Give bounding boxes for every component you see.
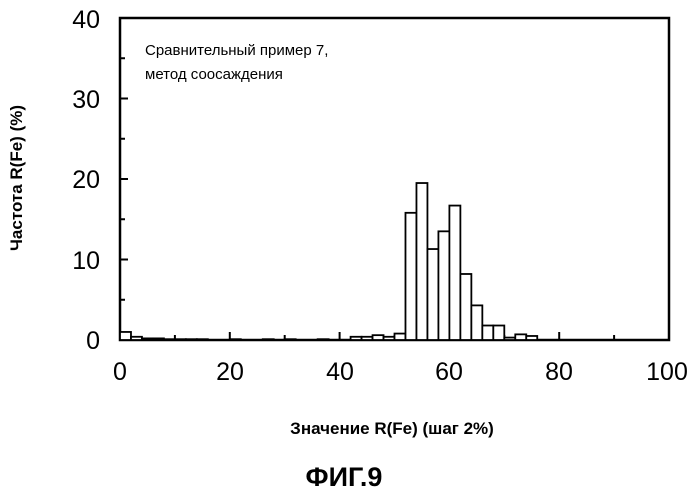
histogram-bar xyxy=(175,339,186,340)
histogram-bar xyxy=(384,337,395,340)
x-tick-label: 20 xyxy=(216,358,244,386)
histogram-bar xyxy=(164,339,175,340)
histogram-bar xyxy=(285,339,296,340)
histogram-bar xyxy=(197,339,208,340)
histogram-bar xyxy=(120,332,131,340)
y-tick-label: 0 xyxy=(86,327,100,355)
histogram-bars xyxy=(120,183,537,340)
y-tick-label: 40 xyxy=(72,6,100,34)
histogram-bar xyxy=(395,334,406,340)
histogram-bar xyxy=(263,339,274,340)
histogram-bar xyxy=(471,305,482,340)
histogram-bar xyxy=(373,335,384,340)
histogram-bar xyxy=(362,337,373,340)
y-tick-label: 30 xyxy=(72,86,100,114)
histogram-chart: 0 10 20 30 40 0 20 40 60 80 100 Сравните… xyxy=(0,0,699,499)
histogram-bar xyxy=(230,339,241,340)
x-tick-label: 40 xyxy=(326,358,354,386)
histogram-bar xyxy=(318,339,329,340)
histogram-bar xyxy=(482,326,493,340)
annotation-line-2: метод соосаждения xyxy=(145,66,283,83)
histogram-bar xyxy=(504,338,515,340)
x-axis-title: Значение R(Fe) (шаг 2%) xyxy=(290,419,494,438)
histogram-bar xyxy=(493,326,504,340)
y-tick-label: 10 xyxy=(72,247,100,275)
histogram-bar xyxy=(438,231,449,340)
histogram-bar xyxy=(186,339,197,340)
x-tick-labels: 0 20 40 60 80 100 xyxy=(113,358,688,386)
histogram-bar xyxy=(153,338,164,340)
x-tick-label: 100 xyxy=(646,358,688,386)
y-axis-title: Частота R(Fe) (%) xyxy=(7,105,26,251)
y-tick-label: 20 xyxy=(72,166,100,194)
figure-caption: ФИГ.9 xyxy=(306,462,383,492)
histogram-bar xyxy=(526,336,537,340)
histogram-bar xyxy=(460,274,471,340)
histogram-bar xyxy=(416,183,427,340)
histogram-bar xyxy=(131,337,142,340)
annotation-line-1: Сравнительный пример 7, xyxy=(145,42,328,59)
histogram-bar xyxy=(449,206,460,340)
histogram-bar xyxy=(515,334,526,340)
histogram-bar xyxy=(142,338,153,340)
histogram-bar xyxy=(405,213,416,340)
y-tick-labels: 0 10 20 30 40 xyxy=(72,6,100,355)
x-tick-label: 0 xyxy=(113,358,127,386)
histogram-bar xyxy=(427,249,438,340)
x-tick-label: 60 xyxy=(435,358,463,386)
histogram-bar xyxy=(351,337,362,340)
x-tick-label: 80 xyxy=(545,358,573,386)
